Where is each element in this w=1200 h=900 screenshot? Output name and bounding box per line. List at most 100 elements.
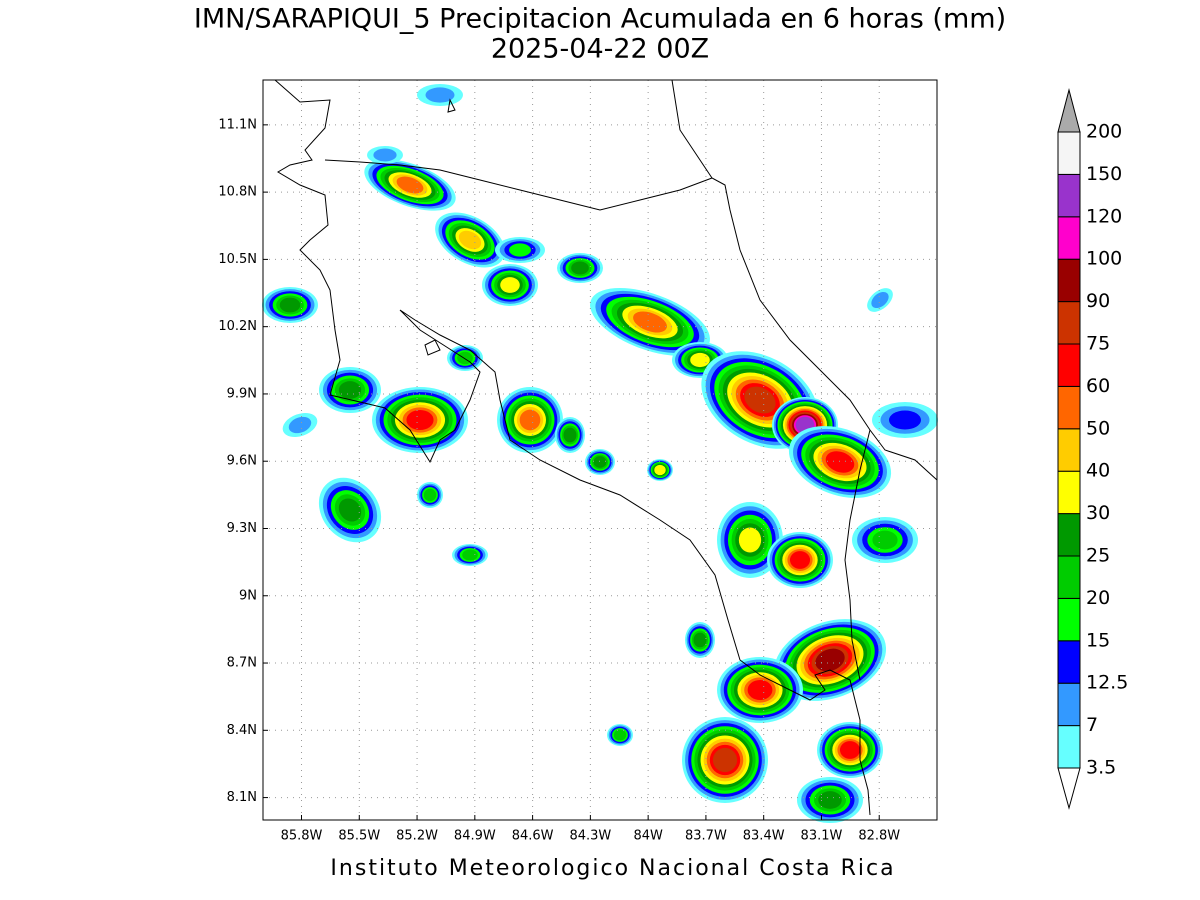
precip-area	[744, 386, 776, 414]
x-tick-label: 85.5W	[338, 829, 380, 844]
precip-area	[279, 297, 301, 313]
x-tick-label: 84.9W	[454, 829, 496, 844]
colorbar-segment	[1057, 555, 1081, 599]
x-tick-label: 84W	[633, 829, 663, 844]
coastline	[274, 79, 871, 816]
colorbar-label: 150	[1086, 163, 1122, 185]
colorbar-segment	[1057, 682, 1081, 727]
colorbar-segment	[1057, 513, 1081, 557]
colorbar-segment	[1057, 301, 1081, 345]
colorbar-label: 3.5	[1086, 757, 1116, 779]
colorbar-label: 30	[1086, 502, 1110, 524]
x-tick-label: 84.6W	[512, 829, 554, 844]
x-tick-label: 85.2W	[396, 829, 438, 844]
precip-area	[338, 498, 362, 522]
precip-area	[462, 549, 478, 561]
northern-border	[324, 159, 713, 211]
precip-area	[571, 261, 589, 275]
map-frame	[262, 79, 938, 821]
x-tick-label: 85.8W	[281, 829, 323, 844]
colorbar-label: 12.5	[1086, 672, 1128, 694]
y-tick-label: 10.8N	[218, 185, 257, 200]
colorbar-label: 7	[1086, 714, 1098, 736]
precip-area	[789, 551, 811, 569]
colorbar-segment	[1057, 640, 1081, 684]
precip-area	[613, 729, 627, 741]
precip-area	[633, 311, 667, 333]
colorbar-over	[1057, 88, 1081, 133]
precip-area	[373, 148, 397, 162]
precip-area	[396, 176, 424, 194]
x-tick-label: 83.4W	[743, 829, 785, 844]
colorbar-segment	[1057, 597, 1081, 642]
colorbar-label: 100	[1086, 248, 1122, 270]
southern-border	[844, 429, 871, 681]
precip-area	[406, 409, 434, 431]
y-tick-label: 8.4N	[227, 723, 257, 738]
subtitle: 2025-04-22 00Z	[491, 34, 709, 65]
precip-area	[712, 747, 738, 773]
colorbar-label: 15	[1086, 629, 1110, 651]
colorbar-label: 75	[1086, 333, 1110, 355]
lake	[447, 98, 456, 113]
grid	[263, 80, 937, 820]
lake	[424, 339, 441, 356]
colorbar-under	[1057, 767, 1081, 810]
y-tick-label: 9N	[239, 588, 257, 603]
colorbar-label: 120	[1086, 205, 1122, 227]
colorbar-label: 40	[1086, 460, 1110, 482]
title: IMN/SARAPIQUI_5 Precipitacion Acumulada …	[194, 4, 1006, 35]
precip-area	[889, 410, 921, 430]
precip-area	[654, 464, 666, 476]
y-tick-label: 8.1N	[227, 790, 257, 805]
footer: Instituto Meteorologico Nacional Costa R…	[330, 856, 895, 881]
colorbar-label: 25	[1086, 545, 1110, 567]
precip-area	[693, 632, 707, 648]
precip-area	[288, 416, 312, 434]
precip-area	[839, 741, 861, 759]
colorbar-label: 90	[1086, 290, 1110, 312]
y-tick-label: 10.2N	[218, 319, 257, 334]
precip-area	[425, 87, 455, 103]
colorbar-label: 20	[1086, 587, 1110, 609]
colorbar-segment	[1057, 131, 1081, 175]
precip-area	[872, 530, 898, 550]
colorbar-label: 60	[1086, 375, 1110, 397]
y-tick-label: 9.9N	[227, 386, 257, 401]
precip-area	[500, 277, 520, 293]
precip-field	[262, 84, 938, 823]
precip-area	[818, 791, 842, 809]
colorbar-segment	[1057, 725, 1081, 769]
x-tick-label: 83.7W	[685, 829, 727, 844]
precip-area	[423, 488, 437, 502]
y-tick-label: 8.7N	[227, 656, 257, 671]
colorbar-segment	[1057, 173, 1081, 218]
precip-area	[871, 291, 889, 309]
colorbar-segment	[1057, 428, 1081, 472]
colorbar-segment	[1057, 258, 1081, 303]
y-tick-label: 9.3N	[227, 521, 257, 536]
caribbean-coast	[671, 79, 938, 481]
colorbar-segment	[1057, 216, 1081, 260]
precip-area	[338, 381, 362, 399]
y-tick-label: 9.6N	[227, 454, 257, 469]
colorbar-label: 200	[1086, 121, 1122, 143]
precip-area	[825, 451, 855, 473]
precip-area	[563, 427, 577, 443]
precip-area	[593, 456, 607, 468]
precip-area	[738, 527, 762, 553]
colorbar: 3.5 7 12.5 15 20 25 30 40 50 60 75 90 100 120 150 200	[1057, 88, 1128, 810]
precip-area	[509, 243, 531, 257]
colorbar-segment	[1057, 385, 1081, 430]
precip-area	[815, 648, 845, 672]
precip-area	[458, 230, 482, 250]
x-tick-label: 84.3W	[569, 829, 611, 844]
y-tick-label: 11.1N	[218, 117, 257, 132]
y-tick-label: 10.5N	[218, 252, 257, 267]
colorbar-label: 50	[1086, 417, 1110, 439]
colorbar-segment	[1057, 470, 1081, 515]
precip-area	[690, 352, 710, 368]
precip-area	[747, 679, 773, 701]
colorbar-segment	[1057, 343, 1081, 387]
